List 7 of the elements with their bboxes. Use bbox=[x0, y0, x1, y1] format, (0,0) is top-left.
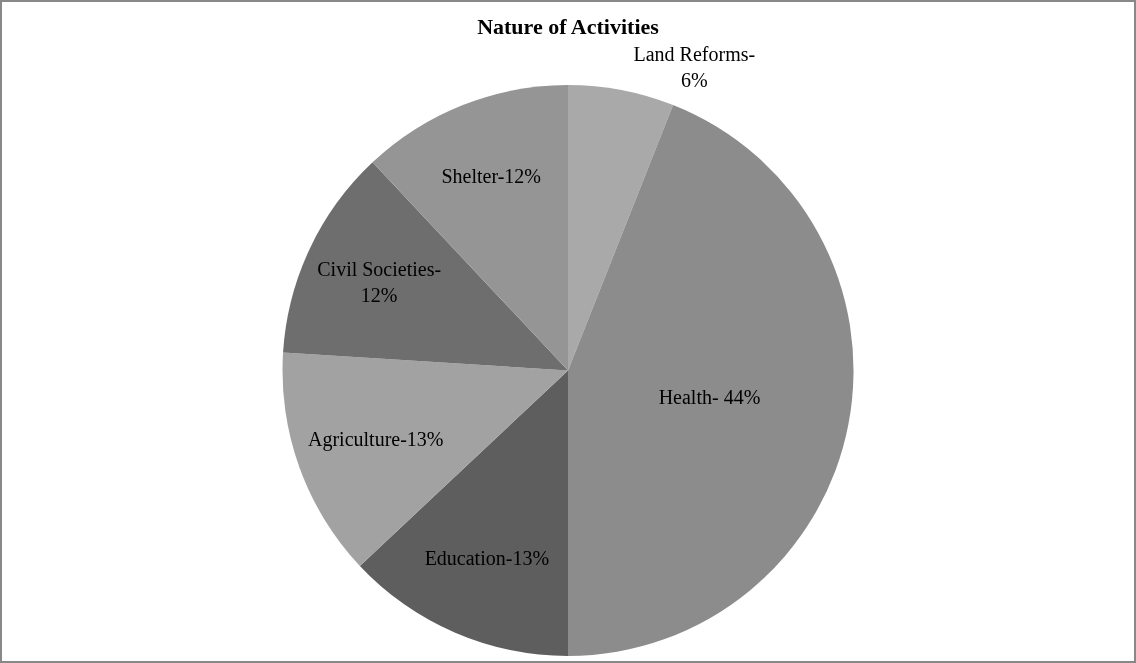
slice-label: Shelter-12% bbox=[441, 165, 541, 188]
chart-title: Nature of Activities bbox=[477, 13, 660, 39]
slice-label: Civil Societies- 12% bbox=[317, 257, 442, 306]
slice-label: Land Reforms- 6% bbox=[633, 42, 756, 91]
slice-label: Education-13% bbox=[424, 547, 550, 570]
slice-label: Health- 44% bbox=[658, 386, 761, 409]
slice-label: Agriculture-13% bbox=[307, 428, 444, 452]
